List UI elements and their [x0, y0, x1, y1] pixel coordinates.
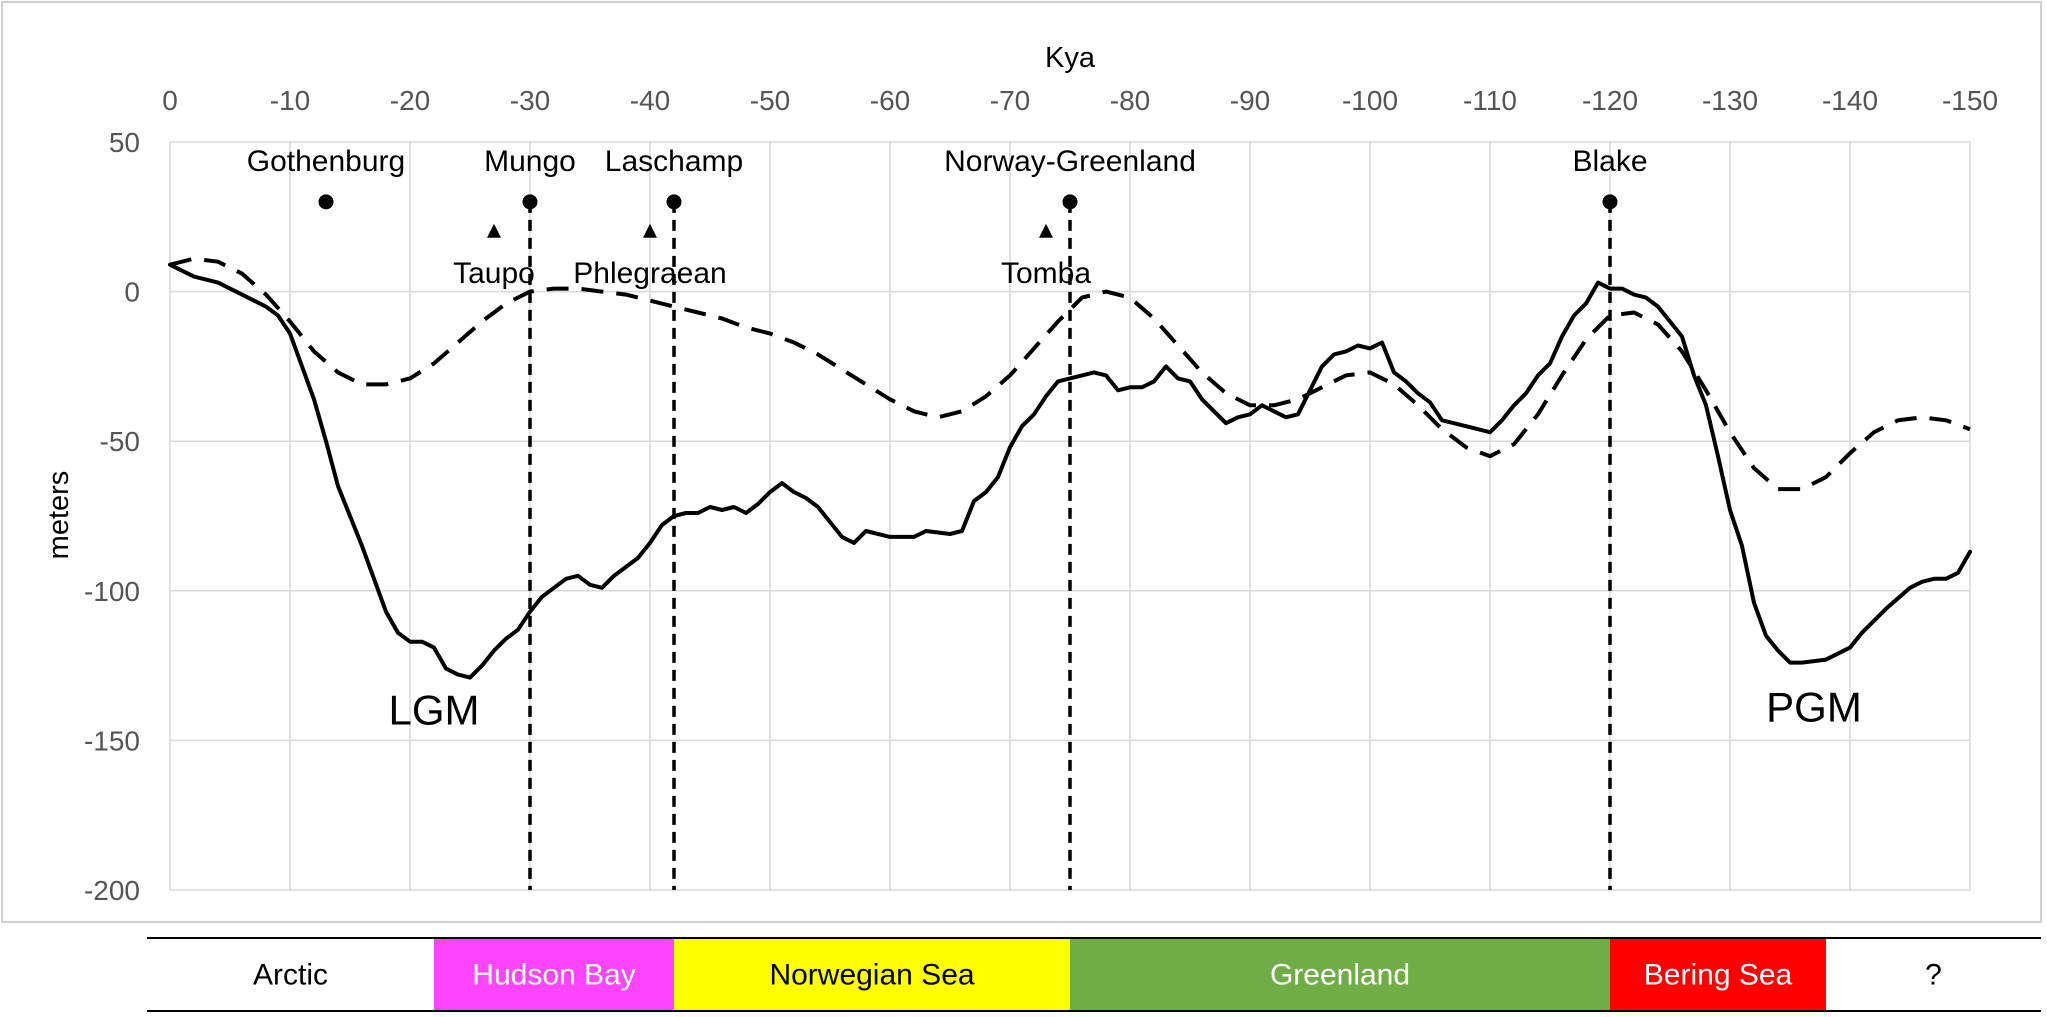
y-tick-label: 50 [109, 127, 140, 158]
x-tick-label: -100 [1342, 85, 1398, 116]
event-markers: Gothenburg Mungo Laschamp Norway-Greenland B… [247, 145, 1648, 210]
event-dot [522, 194, 538, 210]
x-tick-label: -20 [390, 85, 430, 116]
event-label: Blake [1572, 145, 1647, 178]
x-tick-label: -60 [870, 85, 910, 116]
x-tick-label: -50 [750, 85, 790, 116]
x-tick-label: -10 [270, 85, 310, 116]
y-tick-label: 0 [124, 277, 140, 308]
event-label: Gothenburg [247, 145, 405, 178]
x-tick-label: -150 [1942, 85, 1998, 116]
x-tick-label: -90 [1230, 85, 1270, 116]
x-tick-label: -80 [1110, 85, 1150, 116]
y-tick-label: -50 [100, 426, 140, 457]
region-band [1070, 938, 1610, 1011]
dashed-series-line [169, 256, 1971, 492]
event-dot [1602, 194, 1618, 210]
x-tick-label: -70 [990, 85, 1030, 116]
chart-frame [1, 1, 2042, 923]
event-dot [666, 194, 682, 210]
region-bands: Arctic Hudson Bay Norwegian Sea Greenland Be… [147, 937, 2041, 1012]
event-label: Mungo [484, 145, 576, 178]
x-tick-label: -40 [630, 85, 670, 116]
event-lines [528, 201, 1612, 890]
region-band [147, 938, 434, 1011]
x-tick-label: 0 [162, 85, 178, 116]
solid-series-line [168, 262, 1972, 680]
period-annotation: PGM [1766, 683, 1862, 730]
region-band [1826, 938, 2041, 1011]
y-tick-labels: 50 0 -50 -100 -150 -200 [84, 127, 140, 906]
region-band-label: ? [1925, 959, 1942, 992]
x-tick-label: -110 [1463, 85, 1517, 116]
x-axis-title: Kya [1045, 42, 1096, 74]
region-band-label: Bering Sea [1644, 959, 1793, 992]
eruption-markers: Taupo Phlegraean Tomba [453, 223, 1091, 290]
y-tick-label: -150 [84, 725, 140, 756]
region-band-label: Greenland [1270, 959, 1410, 992]
x-tick-label: -120 [1582, 85, 1638, 116]
eruption-triangle [1039, 223, 1053, 238]
data-series [168, 256, 1972, 680]
x-tick-labels: 0 -10 -20 -30 -40 -50 -60 -70 -80 -90 -100 -110 -120… [162, 85, 1998, 116]
x-tick-label: -30 [510, 85, 550, 116]
annotations: LGM PGM [388, 683, 1861, 733]
y-tick-label: -200 [84, 875, 140, 906]
region-band-label: Norwegian Sea [769, 959, 974, 992]
region-band-label: Arctic [253, 959, 328, 992]
x-tick-label: -130 [1702, 85, 1758, 116]
eruption-label: Taupo [453, 257, 535, 290]
event-label: Laschamp [605, 145, 743, 178]
region-band [674, 938, 1070, 1011]
region-band-label: Hudson Bay [472, 959, 635, 992]
y-tick-label: -100 [84, 576, 140, 607]
event-dot [1062, 194, 1078, 210]
event-dot [318, 194, 334, 210]
x-tick-label: -140 [1822, 85, 1878, 116]
eruption-label: Tomba [1001, 257, 1091, 290]
event-label: Norway-Greenland [944, 145, 1196, 178]
region-band [434, 938, 674, 1011]
eruption-triangle [487, 223, 501, 238]
region-band [1610, 938, 1826, 1011]
eruption-label: Phlegraean [573, 257, 726, 290]
eruption-triangle [643, 223, 657, 238]
y-axis-title: meters [43, 471, 75, 560]
period-annotation: LGM [388, 686, 479, 733]
